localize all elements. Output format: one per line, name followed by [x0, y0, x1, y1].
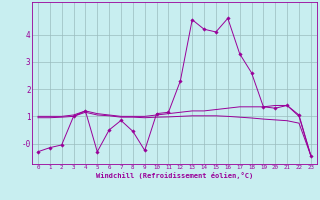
X-axis label: Windchill (Refroidissement éolien,°C): Windchill (Refroidissement éolien,°C): [96, 172, 253, 179]
